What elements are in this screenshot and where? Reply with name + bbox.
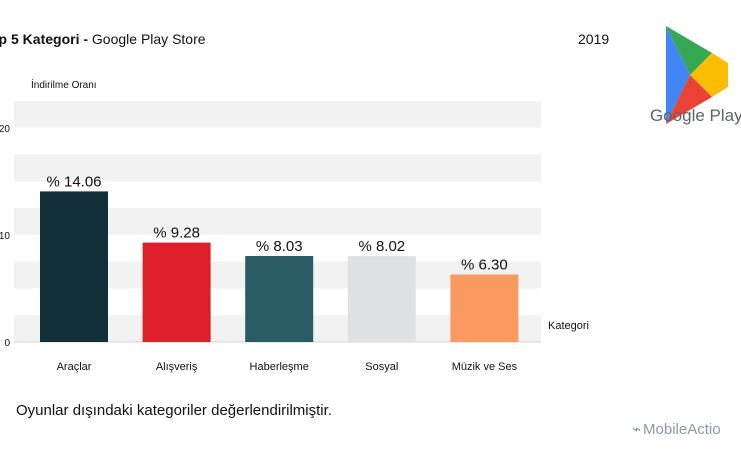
data-label: % 8.02 bbox=[358, 238, 405, 255]
y-tick-label: 20 bbox=[0, 124, 10, 135]
x-tick-label: Araçlar bbox=[57, 361, 92, 373]
chart-title-rest: Google Play Store bbox=[91, 31, 206, 47]
y-tick-label: 10 bbox=[0, 231, 10, 242]
y-axis-label: İndirilme Oranı bbox=[31, 80, 97, 91]
data-label: % 8.03 bbox=[256, 238, 303, 255]
bar bbox=[450, 274, 519, 342]
y-tick-label: 0 bbox=[4, 338, 10, 349]
x-tick-label: Alışveriş bbox=[156, 361, 198, 373]
data-label: % 9.28 bbox=[153, 225, 200, 242]
mobileaction-logo-icon: ⌁ bbox=[632, 421, 642, 438]
x-tick-label: Haberleşme bbox=[250, 361, 309, 373]
x-tick-label: Sosyal bbox=[365, 361, 398, 373]
google-play-icon bbox=[666, 26, 728, 124]
data-label: % 14.06 bbox=[46, 173, 101, 190]
year-label: 2019 bbox=[578, 31, 610, 47]
footnote: Oyunlar dışındaki kategoriler değerlendi… bbox=[16, 402, 332, 419]
chart-title: op 5 Kategori - Google Play Store bbox=[0, 31, 206, 47]
mobileaction-watermark: ⌁ MobileActio bbox=[632, 420, 721, 438]
x-axis-label: Kategori bbox=[548, 320, 589, 332]
data-label: % 6.30 bbox=[461, 257, 508, 274]
bar bbox=[40, 191, 108, 342]
bar bbox=[245, 255, 314, 342]
google-play-logo-text: Google Play bbox=[650, 106, 741, 125]
bar bbox=[347, 256, 416, 342]
bar bbox=[142, 242, 211, 342]
grid-band bbox=[14, 154, 541, 182]
watermark-text: MobileActio bbox=[643, 421, 721, 438]
grid-band bbox=[14, 101, 541, 128]
x-tick-label: Müzik ve Ses bbox=[452, 361, 518, 373]
chart-title-bold: op 5 Kategori - bbox=[0, 31, 89, 47]
